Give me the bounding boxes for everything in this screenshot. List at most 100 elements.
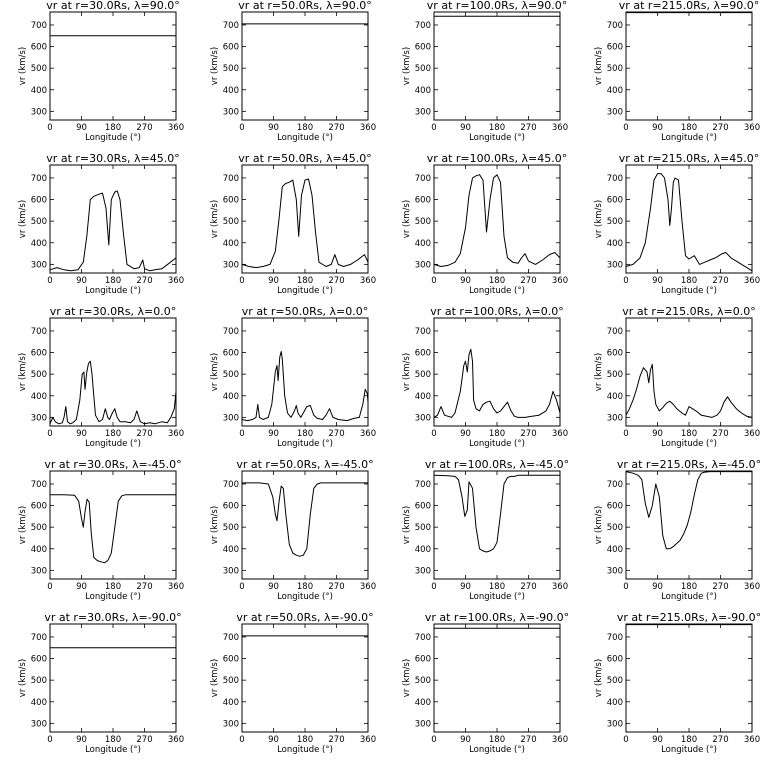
x-tick-label: 90	[460, 735, 471, 745]
x-axis-label: Longitude (°)	[85, 286, 141, 296]
y-tick-label: 300	[31, 260, 47, 270]
x-tick-label: 360	[552, 735, 568, 745]
y-tick-label: 400	[607, 545, 623, 555]
y-tick-label: 600	[607, 502, 623, 512]
x-tick-label: 360	[360, 735, 376, 745]
panel-title: vr at r=100.0Rs, λ=45.0°	[427, 152, 567, 165]
y-tick-label: 300	[607, 719, 623, 729]
panel-title: vr at r=100.0Rs, λ=-45.0°	[425, 458, 569, 471]
plot-frame	[433, 623, 561, 733]
y-tick-label: 400	[415, 86, 431, 96]
x-tick-label: 270	[712, 429, 728, 439]
x-tick-label: 270	[712, 276, 728, 286]
y-tick-label: 700	[607, 21, 623, 31]
x-tick-label: 360	[552, 429, 568, 439]
plot-frame	[241, 11, 369, 121]
y-tick-label: 400	[31, 545, 47, 555]
y-tick-label: 600	[31, 349, 47, 359]
y-tick-label: 500	[415, 676, 431, 686]
y-tick-label: 500	[607, 217, 623, 227]
x-tick-label: 180	[489, 582, 505, 592]
chart-panel: vr at r=50.0Rs, λ=-45.0° 0 90 180 270 360 300 4…	[210, 458, 376, 602]
x-axis-label: Longitude (°)	[469, 133, 525, 143]
x-tick-label: 0	[239, 276, 244, 286]
y-tick-label: 300	[607, 107, 623, 117]
chart-panel: vr at r=30.0Rs, λ=-90.0° 0 90 180 270 360 300 4…	[18, 611, 184, 755]
x-tick-label: 180	[681, 582, 697, 592]
y-axis-label: vr (km/s)	[210, 506, 220, 544]
panel-title: vr at r=50.0Rs, λ=0.0°	[242, 305, 368, 318]
y-tick-label: 400	[31, 392, 47, 402]
y-tick-label: 700	[31, 480, 47, 490]
plot-frame	[49, 164, 177, 274]
y-tick-label: 700	[415, 174, 431, 184]
x-tick-label: 270	[520, 582, 536, 592]
plot-frame	[625, 623, 753, 733]
chart-panel: vr at r=50.0Rs, λ=-90.0° 0 90 180 270 360 300 4…	[210, 611, 376, 755]
x-axis-label: Longitude (°)	[277, 133, 333, 143]
panel-title: vr at r=100.0Rs, λ=0.0°	[430, 305, 563, 318]
plot-frame	[625, 317, 753, 427]
y-tick-label: 600	[223, 655, 239, 665]
panel-title: vr at r=50.0Rs, λ=-45.0°	[236, 458, 373, 471]
y-tick-label: 400	[607, 698, 623, 708]
y-tick-label: 500	[223, 64, 239, 74]
y-axis-label: vr (km/s)	[18, 659, 28, 697]
x-tick-label: 270	[712, 123, 728, 133]
x-axis-label: Longitude (°)	[277, 745, 333, 755]
y-tick-label: 500	[607, 370, 623, 380]
y-axis-label: vr (km/s)	[18, 353, 28, 391]
x-tick-label: 180	[297, 429, 313, 439]
y-tick-label: 700	[223, 21, 239, 31]
x-tick-label: 360	[168, 735, 184, 745]
x-tick-label: 180	[105, 582, 121, 592]
y-tick-label: 700	[223, 174, 239, 184]
x-axis-label: Longitude (°)	[85, 439, 141, 449]
x-tick-label: 180	[297, 735, 313, 745]
y-tick-label: 300	[415, 719, 431, 729]
x-axis-label: Longitude (°)	[277, 592, 333, 602]
chart-panel: vr at r=100.0Rs, λ=45.0° 0 90 180 270 360 300 4…	[402, 152, 568, 296]
speed-series-line	[50, 494, 176, 564]
y-tick-label: 700	[31, 21, 47, 31]
speed-series-line	[241, 178, 369, 269]
x-tick-label: 0	[47, 276, 52, 286]
x-tick-label: 270	[136, 429, 152, 439]
x-tick-label: 0	[239, 123, 244, 133]
x-tick-label: 180	[489, 123, 505, 133]
x-tick-label: 0	[47, 123, 52, 133]
y-tick-label: 700	[607, 327, 623, 337]
speed-series-line	[241, 351, 369, 422]
speed-series-line	[625, 363, 753, 418]
y-tick-label: 500	[31, 676, 47, 686]
x-tick-label: 90	[460, 123, 471, 133]
y-tick-label: 500	[607, 676, 623, 686]
y-tick-label: 700	[31, 327, 47, 337]
y-axis-label: vr (km/s)	[594, 200, 604, 238]
y-tick-label: 500	[607, 523, 623, 533]
x-tick-label: 360	[360, 123, 376, 133]
x-axis-label: Longitude (°)	[661, 745, 717, 755]
x-tick-label: 180	[297, 582, 313, 592]
panel-title: vr at r=50.0Rs, λ=-90.0°	[236, 611, 373, 624]
y-tick-label: 600	[415, 502, 431, 512]
x-tick-label: 270	[136, 735, 152, 745]
plot-frame	[625, 164, 753, 274]
x-tick-label: 0	[431, 582, 436, 592]
x-axis-label: Longitude (°)	[85, 745, 141, 755]
x-tick-label: 360	[744, 429, 760, 439]
y-tick-label: 400	[223, 392, 239, 402]
x-axis-label: Longitude (°)	[661, 286, 717, 296]
x-tick-label: 180	[489, 276, 505, 286]
chart-panel: vr at r=50.0Rs, λ=0.0° 0 90 180 270 360 300 400…	[210, 305, 376, 449]
x-tick-label: 360	[168, 123, 184, 133]
y-axis-label: vr (km/s)	[210, 47, 220, 85]
y-tick-label: 700	[415, 327, 431, 337]
panel-title: vr at r=50.0Rs, λ=45.0°	[238, 152, 371, 165]
chart-panel: vr at r=50.0Rs, λ=90.0° 0 90 180 270 360 300 40…	[210, 0, 376, 143]
panel-title: vr at r=215.0Rs, λ=0.0°	[622, 305, 755, 318]
y-axis-label: vr (km/s)	[210, 200, 220, 238]
x-tick-label: 0	[239, 429, 244, 439]
panel-title: vr at r=215.0Rs, λ=45.0°	[619, 152, 759, 165]
x-tick-label: 360	[168, 582, 184, 592]
